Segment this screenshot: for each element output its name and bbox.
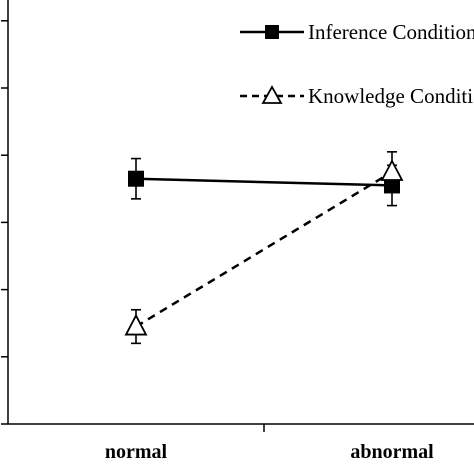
series-square <box>128 157 400 207</box>
x-tick-label-abnormal: abnormal <box>350 441 434 463</box>
plot-area <box>124 151 404 345</box>
legend-label-inference: Inference Condition <box>308 20 474 44</box>
x-axis: normal abnormal <box>8 423 474 463</box>
x-tick-label-normal: normal <box>105 441 168 463</box>
data-point-square <box>128 170 144 187</box>
legend: Inference Condition Knowledge Condition <box>240 20 474 108</box>
y-axis-ticks <box>1 20 8 425</box>
legend-marker-triangle <box>261 85 283 104</box>
series-line-triangle <box>135 170 393 328</box>
data-point-triangle <box>124 313 148 336</box>
legend-label-knowledge: Knowledge Condition <box>308 84 474 108</box>
legend-marker-square <box>265 25 279 39</box>
series-triangle <box>124 151 404 345</box>
data-point-triangle <box>380 159 404 181</box>
series-line-square <box>135 177 393 187</box>
y-axis <box>1 0 9 425</box>
